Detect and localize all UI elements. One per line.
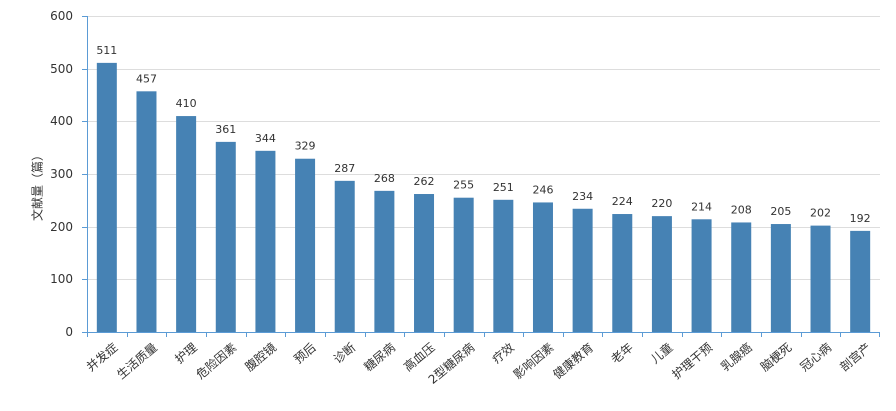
bar (691, 219, 712, 332)
bar (374, 190, 395, 332)
y-tick-label: 100 (50, 272, 73, 286)
x-tick-label: 生活质量 (114, 340, 160, 382)
bar-value-label: 224 (612, 195, 633, 208)
y-tick-label: 300 (50, 167, 73, 181)
bar-value-label: 410 (176, 97, 197, 110)
value-label-layer: 511 457 410 361 344 329 287 268 262 255 251 246 234 2… (96, 44, 870, 225)
bar-value-label: 329 (295, 140, 316, 153)
bar (532, 202, 553, 332)
x-tick-label: 并发症 (83, 340, 120, 375)
x-tick-label: 冠心病 (797, 340, 834, 375)
bar-value-label: 255 (453, 179, 474, 192)
bar (96, 62, 117, 333)
x-tick-label: 老年 (608, 340, 635, 366)
x-tick-label: 护理干预 (669, 340, 715, 382)
y-tick-label: 500 (50, 62, 73, 76)
bar-value-label: 511 (96, 44, 117, 57)
bar (136, 91, 157, 333)
y-tick-label: 200 (50, 220, 73, 234)
bar-value-label: 251 (493, 181, 514, 194)
bar (453, 197, 474, 332)
bar (651, 216, 672, 332)
bar-value-label: 220 (651, 197, 672, 210)
y-tick-label: 600 (50, 9, 73, 23)
bar (731, 222, 752, 332)
bar (176, 116, 197, 332)
x-tick-label: 健康教育 (550, 340, 596, 382)
bar (850, 230, 871, 332)
bar (810, 225, 831, 332)
bar-value-label: 234 (572, 190, 593, 203)
bar (612, 214, 633, 332)
x-tick-label: 疗效 (489, 340, 517, 367)
x-tick-label: 预后 (291, 340, 318, 366)
bar-value-label: 202 (810, 207, 831, 220)
bar-layer (96, 62, 871, 333)
grid-layer (87, 16, 880, 280)
bar-value-label: 262 (414, 175, 435, 188)
x-tick-label: 糖尿病 (361, 340, 398, 375)
bar-value-label: 287 (334, 162, 355, 175)
bar-value-label: 457 (136, 72, 157, 85)
bar (295, 158, 316, 332)
bar-value-label: 246 (532, 183, 553, 196)
bar-value-label: 268 (374, 172, 395, 185)
bar-value-label: 205 (770, 205, 791, 218)
bar-value-label: 208 (731, 203, 752, 216)
bar (493, 199, 514, 332)
x-tick-label: 诊断 (330, 340, 358, 367)
bar (255, 150, 276, 332)
bar-value-label: 361 (215, 123, 236, 136)
x-tick-label: 高血压 (400, 340, 437, 375)
bar (334, 180, 355, 332)
bar-value-label: 192 (850, 212, 871, 225)
x-tick-label: 护理 (172, 340, 199, 366)
bar (215, 141, 236, 332)
bar (572, 208, 593, 332)
bar-value-label: 344 (255, 132, 276, 145)
bar-value-label: 214 (691, 200, 712, 213)
bar (770, 224, 791, 332)
x-tick-label: 儿童 (647, 340, 675, 367)
x-tick-label: 危险因素 (193, 340, 239, 382)
x-tick-label: 乳腺癌 (718, 340, 755, 375)
x-tick-label: 剖宫产 (837, 340, 874, 375)
y-tick-label: 400 (50, 114, 73, 128)
x-tick-label: 影响因素 (510, 340, 556, 382)
y-tick-label: 0 (65, 325, 73, 339)
bar (414, 194, 435, 332)
x-tick-label: 腹腔镜 (242, 340, 279, 375)
x-tick-label: 脑梗死 (757, 340, 794, 375)
y-axis-label: 文献量（篇） (30, 149, 45, 221)
